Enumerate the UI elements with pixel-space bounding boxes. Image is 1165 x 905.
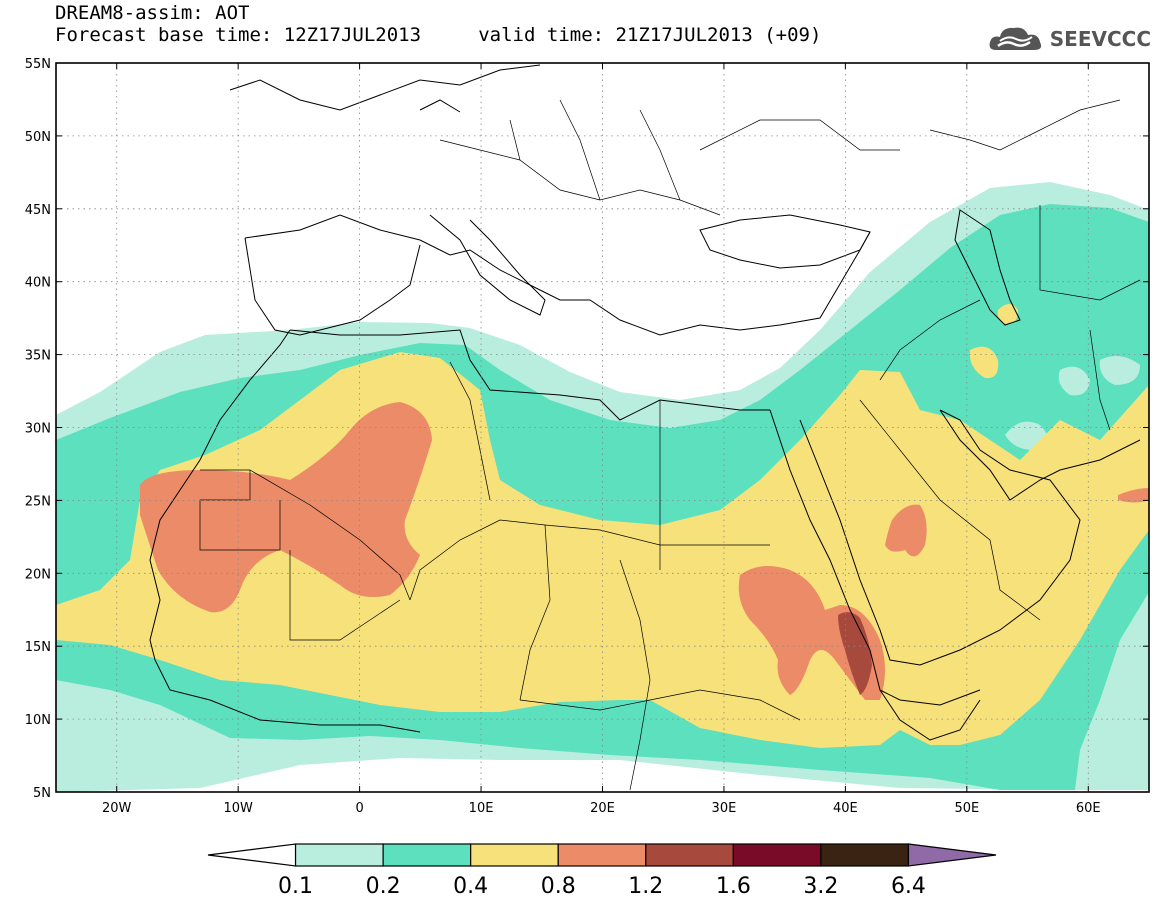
- colorbar-segment: [470, 843, 559, 867]
- map-grid: [56, 63, 1149, 792]
- x-tick-label: 50E: [954, 801, 979, 816]
- colorbar-segment: [557, 843, 647, 867]
- border-line: [439, 99, 681, 201]
- y-tick-label: 20N: [25, 567, 51, 582]
- y-tick-label: 35N: [25, 349, 51, 364]
- y-tick-label: 55N: [25, 57, 51, 72]
- x-tick-label: 20E: [590, 801, 615, 816]
- colorbar-segment: [382, 843, 472, 867]
- title-line-1: DREAM8-assim: AOT: [55, 2, 250, 24]
- colorbar-label: 3.2: [803, 874, 838, 899]
- coastlines: [149, 64, 1141, 741]
- title-line-2: Forecast base time: 12Z17JUL2013 valid t…: [55, 24, 822, 46]
- y-tick-label: 40N: [25, 276, 51, 291]
- colorbar-segment: [645, 843, 734, 867]
- border-line: [519, 524, 551, 701]
- y-tick-label: 5N: [33, 786, 51, 801]
- x-tick-label: 40E: [833, 801, 858, 816]
- border-line: [1039, 205, 1141, 301]
- aot-patch-1.2: [838, 612, 872, 695]
- border-line: [929, 99, 1121, 151]
- colorbar-segment: [294, 843, 384, 867]
- y-tick-label: 30N: [25, 422, 51, 437]
- border-line: [859, 399, 1041, 621]
- border-line: [1089, 329, 1111, 431]
- x-tick-label: 10W: [223, 801, 253, 816]
- border-line: [449, 361, 491, 501]
- x-tick-label: 10E: [469, 801, 494, 816]
- aot-patch-0.4: [997, 304, 1018, 325]
- colorbar-label: 6.4: [891, 874, 926, 899]
- aot-patch-0.1: [1005, 421, 1048, 451]
- border-line: [289, 550, 401, 641]
- coastline-north-europe: [229, 64, 541, 113]
- borders: [199, 99, 1141, 791]
- coastline-europe-north-africa: [244, 214, 871, 336]
- border-line: [519, 689, 801, 721]
- coastline-persian-gulf: [939, 409, 1141, 501]
- aot-patch-0.1: [1099, 356, 1140, 385]
- colorbar-segment: [732, 843, 822, 867]
- border-line: [879, 299, 981, 381]
- border-line: [659, 400, 770, 546]
- colorbar-segment: [207, 843, 297, 867]
- colorbar: 0.1 0.2 0.4 0.8 1.2 1.6 3.2 6.4: [207, 843, 997, 899]
- coastline-north-africa: [289, 329, 770, 421]
- colorbar-label: 0.2: [366, 874, 401, 899]
- colorbar-segment: [907, 843, 997, 867]
- cloud-logo-icon: [989, 27, 1041, 50]
- colorbar-label: 1.2: [628, 874, 663, 899]
- border-line: [619, 559, 651, 791]
- border-line: [409, 519, 661, 601]
- coastline-horn-africa: [879, 689, 981, 741]
- logo-text: SEEVCCC: [1049, 27, 1151, 51]
- colorbar-label: 0.4: [453, 874, 488, 899]
- y-tick-label: 15N: [25, 640, 51, 655]
- coastline-arabia: [799, 409, 1081, 666]
- border-line: [699, 119, 900, 151]
- x-tick-label: 20W: [102, 801, 132, 816]
- coastline-italy: [429, 214, 546, 316]
- aot-patch-0.8: [738, 566, 885, 700]
- coastline-caspian-sea: [954, 209, 1021, 326]
- coastline-iberia: [244, 237, 421, 336]
- axis-ticks: 20W 10W 0 10E 20E 30E 40E 50E 60E 55N 50N 45N 40N 35N…: [25, 57, 1149, 816]
- aot-patch-0.8: [1118, 488, 1149, 503]
- coastline-black-sea: [699, 214, 871, 269]
- colorbar-segment: [820, 843, 910, 867]
- y-tick-label: 10N: [25, 713, 51, 728]
- aot-patch-0.1: [1058, 366, 1090, 396]
- aot-patch-0.8: [140, 402, 432, 613]
- seevccc-logo: SEEVCCC: [988, 22, 1151, 56]
- border-line: [509, 119, 721, 216]
- x-tick-label: 60E: [1076, 801, 1101, 816]
- border-line: [249, 469, 411, 601]
- colorbar-label: 0.8: [541, 874, 576, 899]
- x-tick-label: 0: [355, 801, 363, 816]
- coastline-west-africa: [149, 329, 421, 733]
- x-tick-label: 30E: [712, 801, 737, 816]
- coastline-red-sea: [769, 409, 981, 706]
- colorbar-label: 1.6: [716, 874, 751, 899]
- aot-patch-0.8: [885, 504, 927, 557]
- y-tick-label: 25N: [25, 494, 51, 509]
- y-tick-label: 50N: [25, 130, 51, 145]
- y-tick-label: 45N: [25, 203, 51, 218]
- colorbar-label: 0.1: [278, 874, 313, 899]
